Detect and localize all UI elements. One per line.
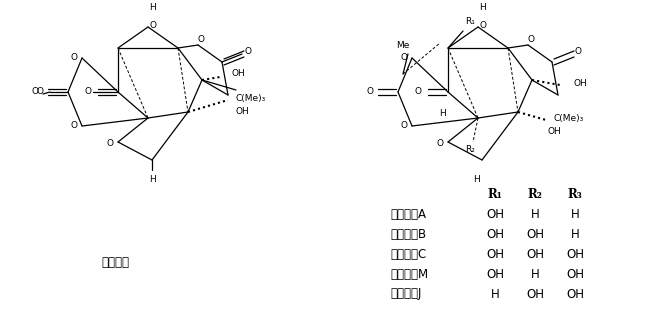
Text: OH: OH (486, 268, 504, 281)
Text: OH: OH (526, 228, 544, 241)
Text: O: O (84, 87, 92, 96)
Text: H: H (570, 207, 580, 220)
Text: OH: OH (486, 247, 504, 260)
Text: O: O (480, 20, 487, 29)
Text: OH: OH (566, 268, 584, 281)
Text: 銀杏内脂B: 銀杏内脂B (390, 228, 426, 241)
Text: O: O (400, 54, 408, 63)
Text: H: H (439, 109, 447, 118)
Text: O: O (574, 47, 582, 56)
Text: O: O (400, 122, 408, 131)
Text: 銀杏内脂J: 銀杏内脂J (390, 287, 421, 300)
Text: R₁: R₁ (487, 188, 502, 201)
Text: R₂: R₂ (465, 145, 475, 154)
Text: H: H (149, 3, 155, 12)
Text: O: O (367, 87, 374, 96)
Text: C(Me)₃: C(Me)₃ (236, 94, 266, 103)
Text: OH: OH (236, 108, 250, 117)
Text: R₃: R₃ (568, 188, 582, 201)
Text: C(Me)₃: C(Me)₃ (554, 113, 584, 122)
Text: OH: OH (486, 228, 504, 241)
Text: OH: OH (548, 127, 562, 136)
Text: OH: OH (486, 207, 504, 220)
Text: O: O (197, 36, 204, 45)
Text: R₁: R₁ (465, 17, 475, 26)
Text: H: H (474, 175, 480, 184)
Text: O: O (71, 122, 77, 131)
Text: Me: Me (397, 42, 410, 51)
Text: O: O (106, 140, 114, 148)
Text: 銀杏内脂C: 銀杏内脂C (390, 247, 426, 260)
Text: H: H (491, 287, 499, 300)
Text: OH: OH (232, 69, 246, 78)
Text: 白果内脂: 白果内脂 (101, 255, 129, 268)
Text: O: O (71, 54, 77, 63)
Text: H: H (149, 175, 155, 184)
Text: O: O (528, 36, 535, 45)
Text: OH: OH (574, 78, 588, 87)
Text: H: H (531, 268, 539, 281)
Text: O: O (32, 87, 38, 96)
Text: 銀杏内脂M: 銀杏内脂M (390, 268, 428, 281)
Text: H: H (570, 228, 580, 241)
Text: O: O (245, 47, 252, 56)
Text: OH: OH (526, 287, 544, 300)
Text: O: O (36, 87, 43, 96)
Text: OH: OH (566, 287, 584, 300)
Text: O: O (437, 140, 443, 148)
Text: R₂: R₂ (528, 188, 543, 201)
Text: O: O (415, 87, 421, 96)
Text: OH: OH (566, 247, 584, 260)
Text: H: H (478, 3, 485, 12)
Text: 銀杏内脂A: 銀杏内脂A (390, 207, 426, 220)
Text: O: O (149, 20, 156, 29)
Text: OH: OH (526, 247, 544, 260)
Text: H: H (531, 207, 539, 220)
